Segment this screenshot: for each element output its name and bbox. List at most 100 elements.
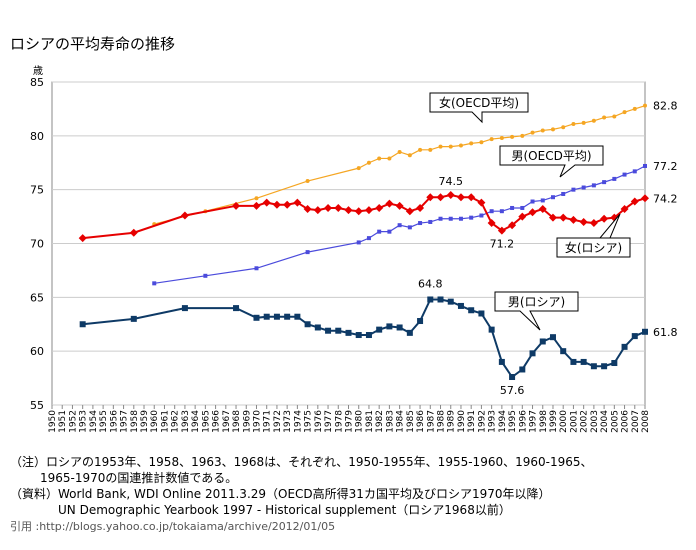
marker: [283, 200, 292, 209]
marker: [284, 313, 291, 320]
marker: [611, 360, 618, 367]
marker: [509, 374, 516, 381]
marker: [589, 219, 598, 228]
marker: [262, 198, 271, 207]
x-tick-label: 1975: [304, 410, 314, 433]
marker: [549, 334, 556, 341]
marker: [407, 225, 412, 230]
note: UN Demographic Yearbook 1997 - Historica…: [58, 502, 511, 517]
marker: [396, 324, 403, 331]
marker: [641, 194, 649, 203]
marker: [580, 358, 587, 365]
marker: [622, 110, 627, 115]
y-tick-label: 75: [30, 184, 44, 197]
x-tick-label: 2004: [600, 410, 610, 433]
marker: [152, 281, 157, 286]
marker: [254, 196, 259, 201]
x-tick-label: 1982: [375, 410, 385, 433]
marker: [540, 198, 545, 203]
data-label: 77.2: [653, 160, 678, 173]
marker: [355, 332, 362, 339]
x-tick-label: 1993: [488, 410, 498, 433]
marker: [252, 201, 261, 210]
marker: [469, 215, 474, 220]
x-tick-label: 1995: [508, 410, 518, 433]
marker: [600, 214, 609, 223]
marker: [203, 273, 208, 278]
x-tick-label: 1968: [232, 410, 242, 433]
marker: [499, 209, 504, 214]
y-tick-label: 65: [30, 291, 44, 304]
marker: [427, 296, 434, 303]
x-tick-label: 2007: [631, 410, 641, 433]
data-label: 74.2: [653, 192, 678, 205]
marker: [305, 250, 310, 255]
marker: [530, 130, 535, 135]
marker: [520, 133, 525, 138]
marker: [232, 201, 241, 210]
legend-label: 男(ロシア): [508, 295, 565, 309]
y-tick-label: 70: [30, 238, 44, 251]
x-tick-label: 2003: [590, 410, 600, 433]
x-tick-label: 1976: [314, 410, 324, 433]
x-tick-label: 1964: [191, 410, 201, 433]
marker: [129, 228, 138, 237]
marker: [354, 207, 363, 216]
marker: [478, 310, 485, 317]
marker: [377, 156, 382, 161]
marker: [406, 329, 413, 336]
x-tick-label: 1954: [89, 410, 99, 433]
marker: [571, 187, 576, 192]
marker: [180, 211, 189, 220]
x-tick-label: 1957: [120, 410, 130, 433]
marker: [416, 203, 425, 212]
marker: [376, 326, 383, 333]
marker: [519, 366, 526, 373]
marker: [508, 221, 517, 230]
x-tick-label: 1966: [212, 410, 222, 433]
marker: [356, 240, 361, 245]
marker: [387, 229, 392, 234]
y-axis-label: 歳: [33, 65, 43, 77]
x-tick-label: 1992: [477, 410, 487, 433]
marker: [407, 153, 412, 158]
x-tick-label: 1986: [416, 410, 426, 433]
marker: [385, 199, 394, 208]
marker: [294, 313, 301, 320]
marker: [456, 193, 465, 202]
marker: [313, 206, 322, 215]
marker: [305, 179, 310, 184]
marker: [632, 106, 637, 111]
marker: [529, 350, 536, 357]
marker: [642, 328, 648, 335]
x-tick-label: 1950: [48, 410, 58, 433]
x-tick-label: 1998: [539, 410, 549, 433]
marker: [438, 144, 443, 149]
marker: [479, 213, 484, 218]
x-tick-label: 1955: [99, 410, 109, 433]
x-tick-label: 1962: [171, 410, 181, 433]
marker: [539, 338, 546, 345]
marker: [365, 332, 372, 339]
x-tick-label: 1970: [252, 410, 262, 433]
marker: [345, 329, 352, 336]
x-tick-label: 1994: [498, 410, 508, 433]
y-tick-label: 85: [30, 76, 44, 89]
marker: [579, 217, 588, 226]
legend-label: 女(OECD平均): [439, 95, 519, 110]
marker: [447, 298, 454, 305]
marker: [78, 234, 87, 243]
x-tick-label: 1979: [345, 410, 355, 433]
marker: [550, 195, 555, 200]
marker: [561, 191, 566, 196]
marker: [530, 199, 535, 204]
marker: [375, 203, 384, 212]
x-tick-label: 2008: [641, 410, 651, 433]
marker: [612, 176, 617, 181]
marker: [622, 172, 627, 177]
marker: [479, 140, 484, 145]
marker: [581, 185, 586, 190]
marker: [548, 213, 557, 222]
marker: [356, 166, 361, 171]
x-tick-label: 1952: [68, 410, 78, 433]
